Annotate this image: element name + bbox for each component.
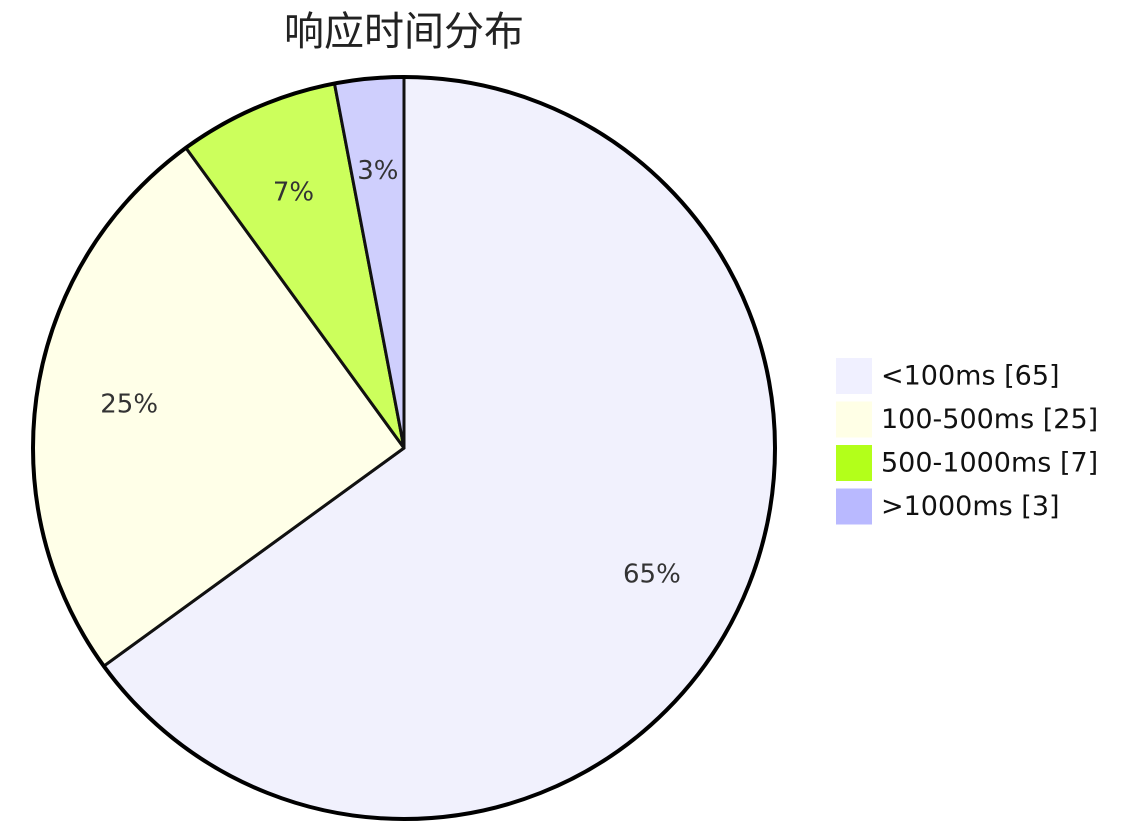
slice-percent-label: 25% xyxy=(100,389,158,419)
legend-item: 500-1000ms [7] xyxy=(836,445,1098,481)
legend-swatch xyxy=(836,401,872,438)
pie-slice-labels: 65% 25% 7% 3% xyxy=(100,156,681,589)
legend-label: 100-500ms [25] xyxy=(881,404,1098,435)
legend-swatch xyxy=(836,358,872,394)
legend-label: 500-1000ms [7] xyxy=(881,448,1098,479)
pie-outline xyxy=(31,75,777,821)
legend-swatch xyxy=(836,488,872,525)
pie-slices xyxy=(31,75,777,821)
legend-swatch xyxy=(836,445,872,481)
slice-percent-label: 65% xyxy=(623,559,681,589)
legend-item: <100ms [65] xyxy=(836,358,1060,394)
legend-label: <100ms [65] xyxy=(881,361,1060,392)
legend-item: >1000ms [3] xyxy=(836,488,1060,525)
legend: <100ms [65] 100-500ms [25] 500-1000ms [7] >… xyxy=(836,358,1098,525)
legend-item: 100-500ms [25] xyxy=(836,401,1098,438)
slice-percent-label: 3% xyxy=(357,156,398,186)
legend-label: >1000ms [3] xyxy=(881,491,1060,522)
chart-title: 响应时间分布 xyxy=(284,9,524,55)
slice-percent-label: 7% xyxy=(273,178,314,208)
